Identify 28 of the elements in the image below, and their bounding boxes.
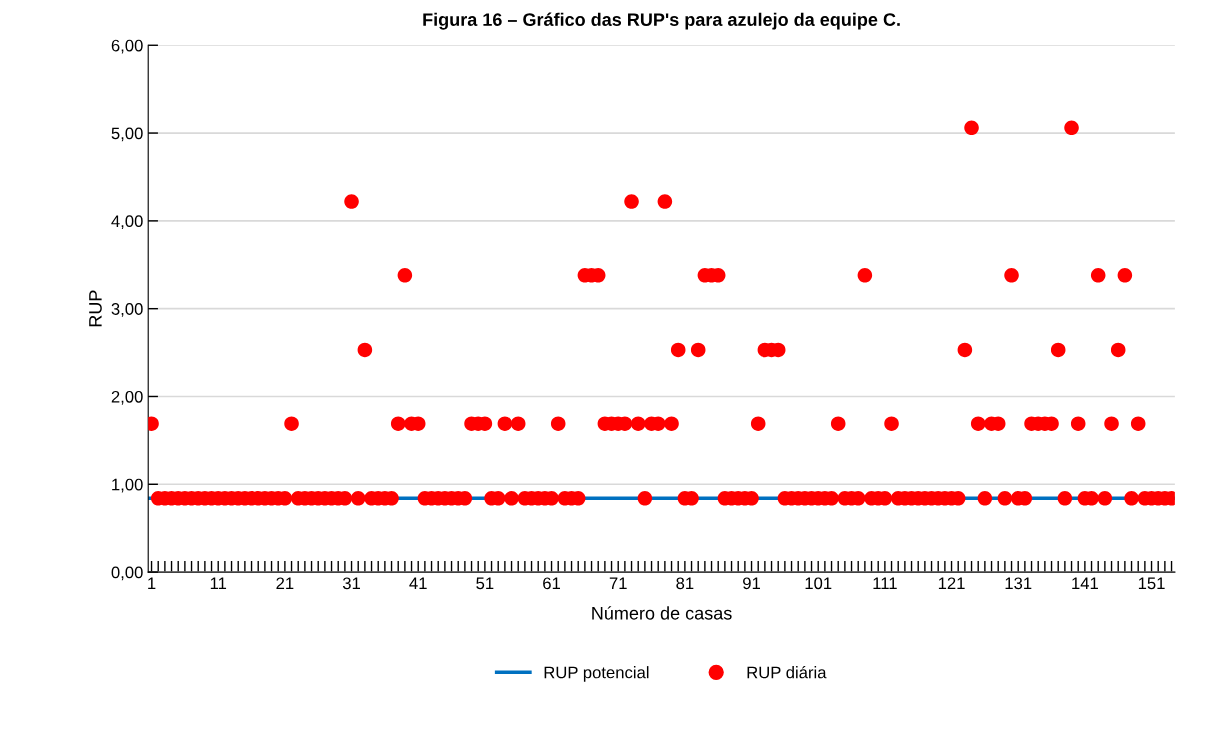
y-tick-label: 2,00	[111, 390, 143, 405]
y-tick-label: 3,00	[111, 303, 143, 317]
y-tick-label: 4,00	[111, 215, 143, 230]
x-tick-label: 41	[409, 577, 427, 590]
x-tick-label: 71	[609, 577, 627, 590]
chart-title: Figura 16 – Gráfico das RUP's para azulejo da equipe C.	[423, 12, 900, 30]
x-tick-label: 1	[148, 577, 156, 590]
y-axis-title: RUP	[89, 290, 102, 327]
x-tick-label: 11	[210, 577, 227, 590]
x-tick-label: 21	[276, 577, 294, 590]
x-tick-label: 61	[543, 577, 560, 590]
y-tick-label: 5,00	[111, 127, 143, 142]
x-tick-label: 151	[1138, 577, 1165, 590]
legend-label: RUP diária	[747, 665, 827, 679]
x-tick-label: 131	[1005, 577, 1032, 590]
x-tick-label: 81	[676, 577, 694, 590]
x-tick-label: 51	[476, 577, 494, 590]
y-tick-label: 6,00	[111, 39, 143, 54]
y-tick-label: 1,00	[112, 478, 143, 493]
x-tick-label: 121	[938, 577, 965, 590]
x-tick-label: 101	[805, 577, 832, 590]
x-tick-label: 111	[873, 577, 897, 590]
y-tick-label: 0,00	[111, 566, 143, 581]
x-tick-label: 91	[743, 577, 760, 590]
x-tick-label: 31	[342, 577, 360, 590]
legend-label: RUP potencial	[544, 666, 649, 682]
x-tick-label: 141	[1072, 577, 1098, 590]
x-axis-title: Número de casas	[592, 606, 732, 620]
